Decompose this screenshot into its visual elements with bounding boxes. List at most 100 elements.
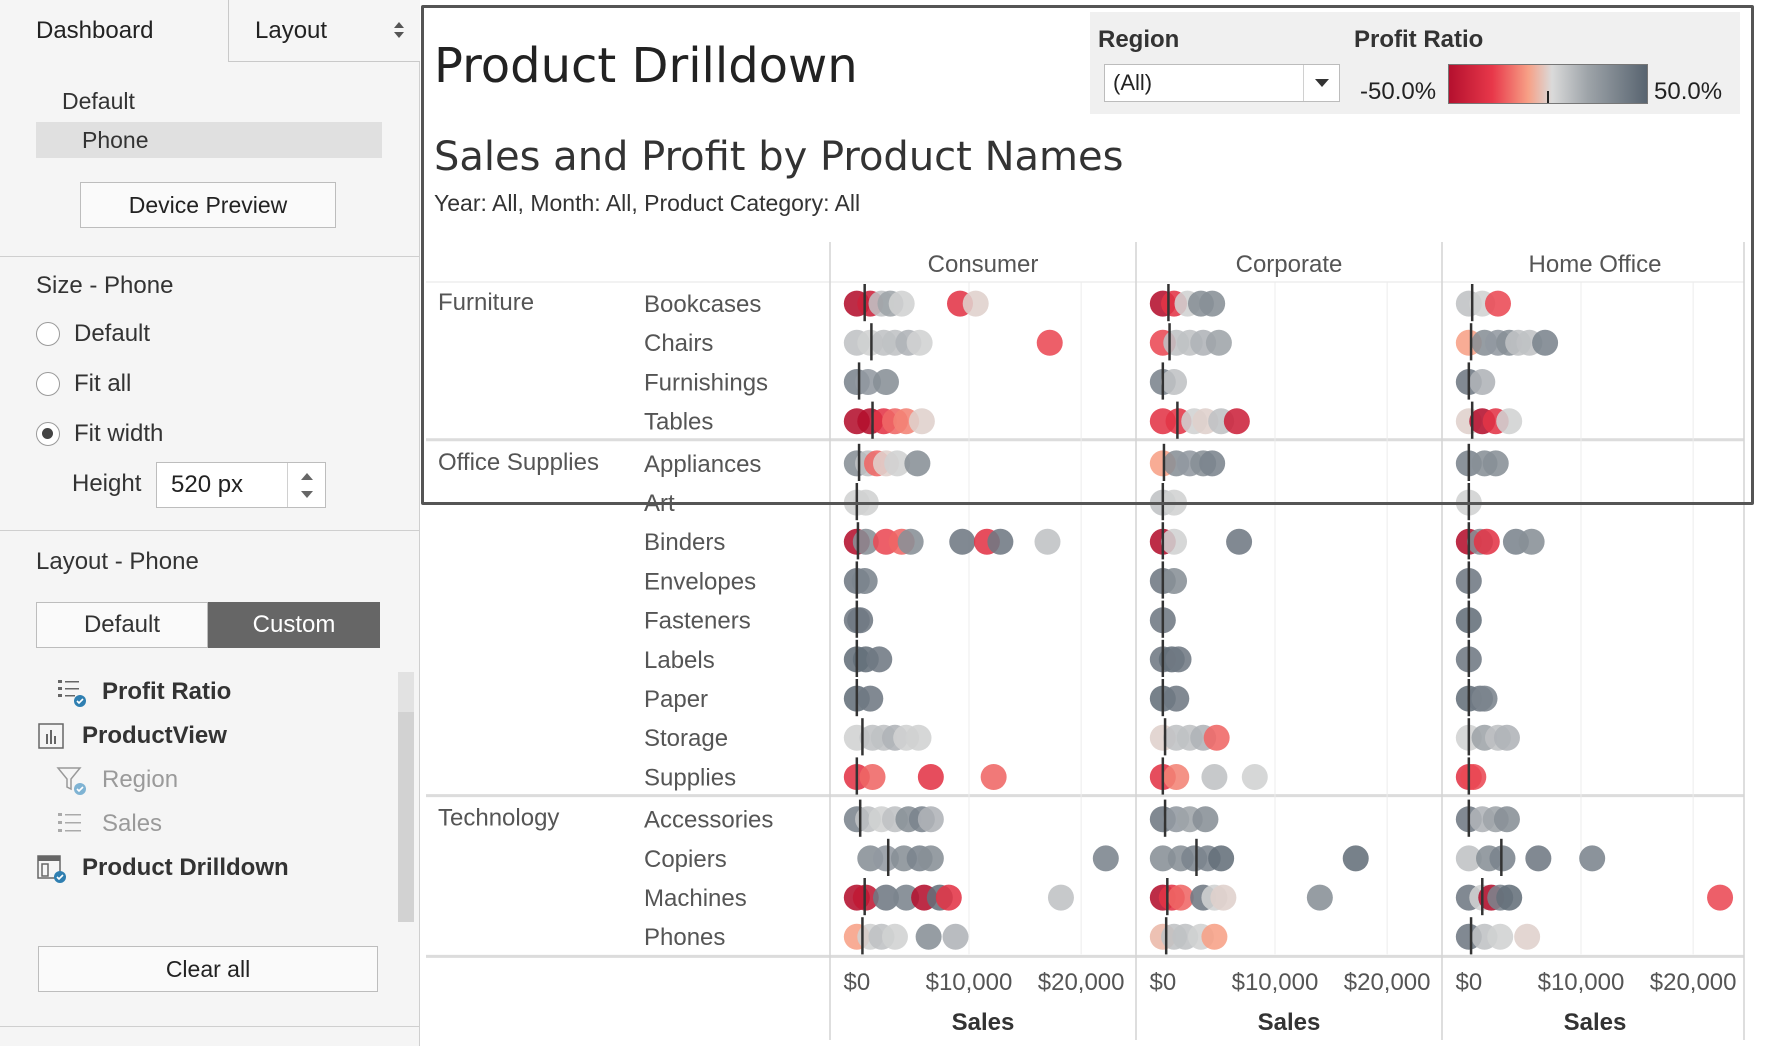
device-phone-item[interactable]: Phone [36,122,382,158]
height-label: Height [72,470,142,497]
radio-icon [36,372,60,396]
region-dropdown[interactable]: (All) [1104,64,1340,102]
radio-selected-icon [36,422,60,446]
clear-all-button[interactable]: Clear all [38,946,378,992]
device-preview-button[interactable]: Device Preview [80,182,336,228]
subcategory-label-accessories: Accessories [644,807,773,834]
data-point [1192,806,1219,833]
size-section-title: Size - Phone [36,272,174,299]
data-point [917,806,944,833]
data-point [859,764,886,790]
device-default-item[interactable]: Default [62,88,135,114]
x-tick-label: $10,000 [926,969,1013,996]
size-option-default[interactable]: Default [36,320,150,348]
layout-item-label: Product Drilldown [82,854,289,881]
x-tick-label: $10,000 [1538,969,1625,996]
sidebar-tabs: Dashboard Layout [0,0,420,62]
step-down-icon[interactable] [301,491,313,498]
data-point [1487,923,1514,950]
data-point [1167,884,1194,911]
layout-item-sales[interactable]: Sales [56,806,162,842]
data-point [1161,568,1188,594]
data-point [962,290,989,317]
layout-item-label: Region [102,766,179,793]
subcategory-label-phones: Phones [644,924,725,951]
layout-section-title: Layout - Phone [36,548,199,575]
legend-check-icon [56,677,88,707]
x-axis-title: Sales [1564,1009,1627,1036]
data-point [1342,845,1369,872]
legend-zero-tick [1547,91,1549,103]
data-point [851,568,878,594]
data-point [1482,450,1509,477]
data-point [1226,528,1253,555]
data-point [855,369,882,395]
tab-layout[interactable]: Layout [228,0,420,62]
data-point [1579,845,1606,872]
data-point [872,884,899,911]
data-point [872,845,899,872]
x-axis-title: Sales [952,1009,1015,1036]
data-point [1469,369,1496,395]
data-point [1241,764,1268,790]
layout-default-button[interactable]: Default [36,602,208,648]
dashboard-sidebar: Dashboard Layout Default Phone Device Pr… [0,0,420,1046]
data-point [884,450,911,477]
data-point [1707,884,1734,911]
data-point [904,450,931,477]
subcategory-label-storage: Storage [644,725,728,752]
tab-dashboard[interactable]: Dashboard [0,0,228,62]
layout-item-label: Profit Ratio [102,678,232,705]
size-option-label: Default [74,320,151,347]
chevron-down-icon[interactable] [1303,65,1339,101]
layout-item-productview[interactable]: ProductView [36,718,227,754]
subcategory-label-machines: Machines [644,885,747,912]
data-point [1514,923,1541,950]
data-point [1223,408,1250,435]
layout-item-region[interactable]: Region [56,762,178,798]
segment-header-home-office: Home Office [1529,251,1662,278]
data-point [987,528,1014,555]
data-point [1525,845,1552,872]
data-point [1149,845,1176,872]
category-label-furniture: Furniture [438,289,534,316]
dashboard-canvas [421,0,1772,1046]
scrollbar-thumb[interactable] [398,712,414,922]
data-point [1199,290,1226,317]
height-input[interactable]: 520 px [156,462,326,508]
data-point [1532,329,1559,356]
data-point [1455,845,1482,872]
height-stepper[interactable] [287,463,325,507]
step-up-icon[interactable] [301,473,313,480]
data-point [1205,329,1232,356]
radio-icon [36,322,60,346]
data-point [857,685,884,712]
data-point [852,528,879,555]
size-option-label: Fit width [74,420,164,447]
subcategory-label-binders: Binders [644,529,725,556]
layout-custom-button[interactable]: Custom [208,602,380,648]
legend-max-value: 50.0% [1654,78,1723,105]
region-dropdown-value: (All) [1113,70,1153,95]
layout-scrollbar[interactable] [398,672,414,922]
filter-check-icon [56,765,88,795]
subcategory-label-supplies: Supplies [644,764,736,791]
subcategory-label-labels: Labels [644,647,715,674]
layout-item-profit-ratio[interactable]: Profit Ratio [56,674,231,710]
size-option-fit-width[interactable]: Fit width [36,420,163,448]
layout-item-product-drilldown[interactable]: Product Drilldown [36,850,289,886]
data-point [1471,685,1498,712]
data-point [1199,450,1226,477]
x-tick-label: $20,000 [1650,969,1737,996]
size-option-fit-all[interactable]: Fit all [36,370,131,398]
data-point [847,607,874,634]
data-point [1036,329,1063,356]
data-point [1210,884,1237,911]
data-point [935,884,962,911]
data-point [1306,884,1333,911]
subcategory-label-fasteners: Fasteners [644,608,751,635]
data-point [1165,646,1192,673]
data-point [1518,528,1545,555]
data-point [949,528,976,555]
